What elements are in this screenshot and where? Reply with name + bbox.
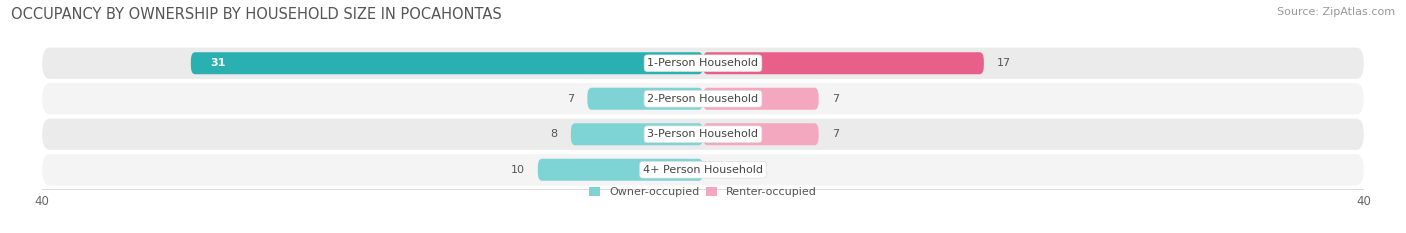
- Text: Source: ZipAtlas.com: Source: ZipAtlas.com: [1277, 7, 1395, 17]
- Text: 10: 10: [510, 165, 524, 175]
- Text: 2-Person Household: 2-Person Household: [647, 94, 759, 104]
- Text: 7: 7: [832, 94, 839, 104]
- FancyBboxPatch shape: [703, 52, 984, 74]
- Text: 1-Person Household: 1-Person Household: [648, 58, 758, 68]
- Text: 8: 8: [551, 129, 558, 139]
- FancyBboxPatch shape: [42, 48, 1364, 79]
- FancyBboxPatch shape: [703, 88, 818, 110]
- Text: 7: 7: [832, 129, 839, 139]
- FancyBboxPatch shape: [588, 88, 703, 110]
- Text: 7: 7: [567, 94, 574, 104]
- Text: OCCUPANCY BY OWNERSHIP BY HOUSEHOLD SIZE IN POCAHONTAS: OCCUPANCY BY OWNERSHIP BY HOUSEHOLD SIZE…: [11, 7, 502, 22]
- FancyBboxPatch shape: [42, 83, 1364, 114]
- FancyBboxPatch shape: [191, 52, 703, 74]
- Text: 3-Person Household: 3-Person Household: [648, 129, 758, 139]
- FancyBboxPatch shape: [537, 159, 703, 181]
- Text: 17: 17: [997, 58, 1011, 68]
- Legend: Owner-occupied, Renter-occupied: Owner-occupied, Renter-occupied: [589, 187, 817, 197]
- FancyBboxPatch shape: [571, 123, 703, 145]
- Text: 0: 0: [716, 165, 723, 175]
- Text: 4+ Person Household: 4+ Person Household: [643, 165, 763, 175]
- FancyBboxPatch shape: [703, 123, 818, 145]
- Text: 31: 31: [211, 58, 226, 68]
- FancyBboxPatch shape: [42, 119, 1364, 150]
- FancyBboxPatch shape: [42, 154, 1364, 185]
